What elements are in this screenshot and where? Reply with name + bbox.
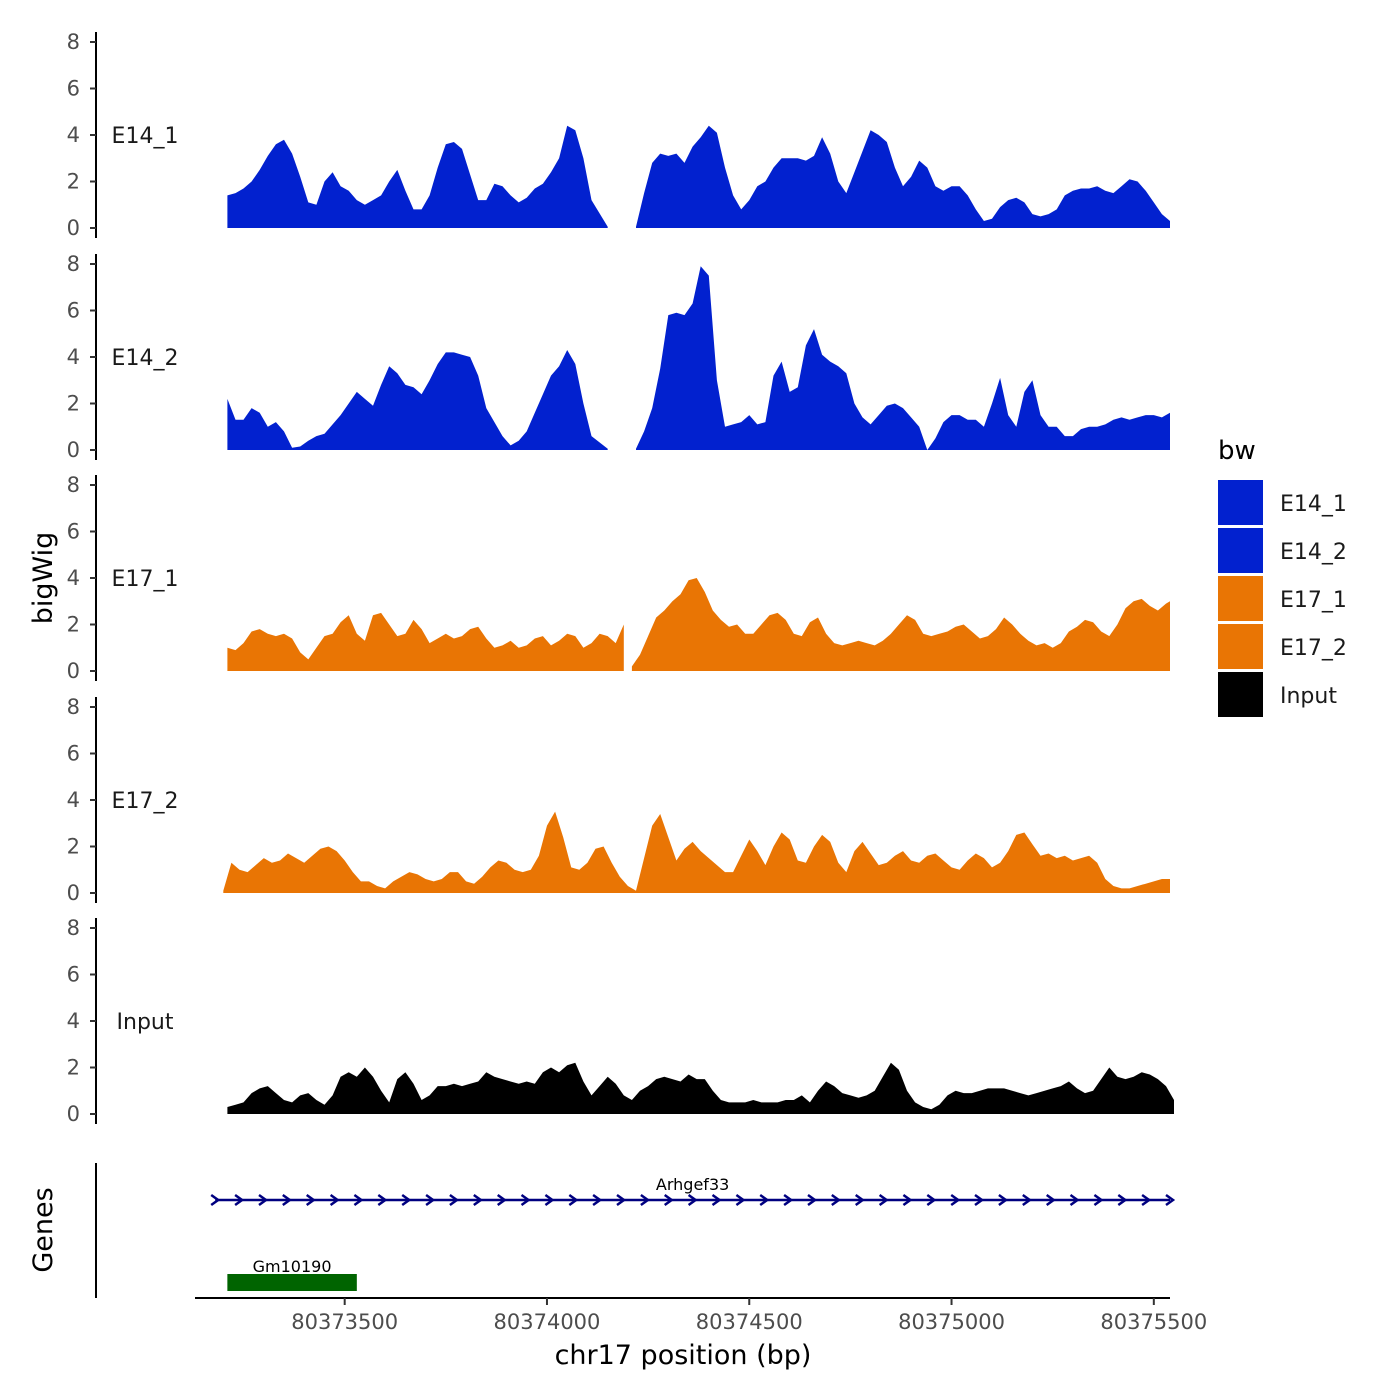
y-axis-title: bigWig [28,532,59,625]
y-tick-label: 4 [67,123,80,147]
legend-entry-E14_2: E14_2 [1218,528,1347,573]
area-Input-segment-1 [227,1062,1174,1114]
y-tick-label: 0 [67,438,80,462]
track-E14_1: 0 2 4 6 8 E14_1 [67,30,1170,240]
y-tick-label: 2 [67,170,80,194]
y-tick-label: 4 [67,788,80,812]
y-tick-label: 0 [67,659,80,683]
legend-swatch [1218,624,1263,669]
gene-marks: Arhgef33 Gm10190 [210,1175,1176,1291]
track-panels: 0 2 4 6 8 E14_1 0 2 4 6 8 E14_2 0 2 4 6 8 E17_1 0 2 4 6 8 E17_2… [67,30,1174,1126]
track-E17_1: 0 2 4 6 8 E17_1 [67,473,1170,683]
legend-swatch [1218,480,1263,525]
area-E14_2-segment-1 [227,350,608,450]
y-tick-label: 2 [67,1056,80,1080]
legend-swatch [1218,672,1263,717]
y-tick-label: 4 [67,345,80,369]
gene-Arhgef33: Arhgef33 [210,1175,1176,1207]
legend-label: E17_2 [1280,636,1347,661]
x-tick-label: 80374500 [696,1310,803,1334]
x-tick-label: 80374000 [494,1310,601,1334]
y-tick-label: 6 [67,742,80,766]
track-E17_2: 0 2 4 6 8 E17_2 [67,695,1170,905]
legend-entry-E17_1: E17_1 [1218,576,1347,621]
track-label: E14_1 [112,124,179,149]
legend-entry-E14_1: E14_1 [1218,480,1347,525]
track-Input: 0 2 4 6 8 Input [67,916,1174,1126]
y-tick-label: 6 [67,77,80,101]
track-label: E17_1 [112,567,179,592]
legend-label: E17_1 [1280,588,1347,613]
legend: bw E14_1 E14_2 E17_1 E17_2 Input [1218,436,1347,717]
y-tick-label: 8 [67,252,80,276]
x-tick-label: 80375500 [1100,1310,1207,1334]
area-E17_2-segment-1 [223,811,637,893]
y-tick-label: 2 [67,392,80,416]
genes-panel: Genes Arhgef33 Gm10190 [28,1163,1176,1298]
legend-label: E14_1 [1280,492,1347,517]
genes-axis-title: Genes [28,1187,59,1272]
legend-title: bw [1218,436,1256,466]
legend-entry-E17_2: E17_2 [1218,624,1347,669]
y-tick-label: 4 [67,1009,80,1033]
gene-label: Gm10190 [253,1257,332,1276]
y-tick-label: 6 [67,520,80,544]
track-label: E14_2 [112,346,179,371]
y-tick-label: 2 [67,613,80,637]
track-label: Input [117,1010,174,1035]
area-E17_1-segment-2 [631,578,1170,671]
y-tick-label: 8 [67,695,80,719]
gene-label: Arhgef33 [656,1175,729,1194]
legend-swatch [1218,576,1263,621]
y-tick-label: 0 [67,216,80,240]
area-E14_2-segment-2 [636,266,1170,450]
area-E17_1-segment-1 [227,612,624,671]
legend-entries: E14_1 E14_2 E17_1 E17_2 Input [1218,480,1347,717]
y-tick-label: 8 [67,916,80,940]
legend-label: Input [1280,684,1337,709]
legend-entry-Input: Input [1218,672,1337,717]
area-E17_2-segment-2 [636,814,1170,893]
y-tick-label: 4 [67,566,80,590]
x-tick-label: 80375000 [898,1310,1005,1334]
track-label: E17_2 [112,789,179,814]
y-tick-label: 8 [67,473,80,497]
x-ticks: 80373500 80374000 80374500 80375000 80375500 [291,1298,1207,1334]
y-tick-label: 0 [67,881,80,905]
strand-arrows [210,1193,1176,1207]
x-tick-label: 80373500 [291,1310,398,1334]
y-tick-label: 6 [67,963,80,987]
track-E14_2: 0 2 4 6 8 E14_2 [67,252,1170,462]
legend-swatch [1218,528,1263,573]
y-tick-label: 6 [67,299,80,323]
legend-label: E14_2 [1280,540,1347,565]
y-tick-label: 8 [67,30,80,54]
x-axis: 80373500 80374000 80374500 80375000 80375500… [195,1297,1207,1371]
y-tick-label: 2 [67,835,80,859]
x-axis-title: chr17 position (bp) [555,1340,812,1371]
gene-Gm10190: Gm10190 [227,1257,357,1291]
area-E14_1-segment-2 [636,125,1170,228]
y-tick-label: 0 [67,1102,80,1126]
gene-exon [227,1274,357,1291]
area-E14_1-segment-1 [227,125,608,228]
